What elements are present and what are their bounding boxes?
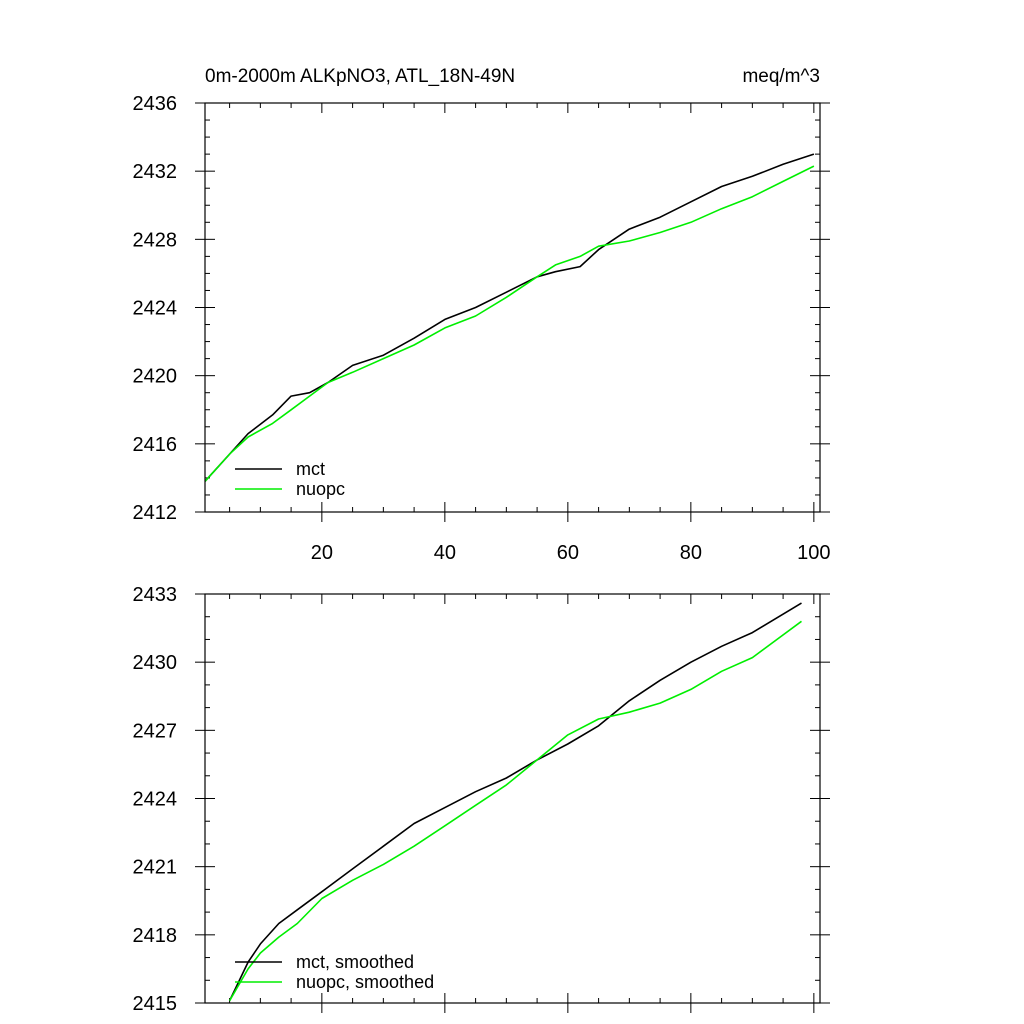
y-tick-label: 2415: [133, 993, 178, 1015]
y-tick-label: 2436: [133, 93, 178, 115]
y-tick-label: 2427: [133, 720, 178, 742]
y-tick-label: 2432: [133, 161, 178, 183]
x-tick-label: 20: [311, 542, 333, 564]
legend-label-nuopc: nuopc: [296, 479, 345, 499]
y-tick-label: 2420: [133, 366, 178, 388]
y-tick-label: 2421: [133, 857, 178, 879]
x-tick-label: 40: [434, 542, 456, 564]
panel-title-units: meq/m^3: [742, 66, 820, 87]
y-tick-label: 2424: [133, 789, 178, 811]
y-tick-label: 2418: [133, 925, 178, 947]
legend-label-mct-smoothed: mct, smoothed: [296, 952, 414, 972]
y-tick-label: 2412: [133, 502, 178, 524]
y-tick-label: 2416: [133, 434, 178, 456]
legend-label-mct: mct: [296, 459, 325, 479]
y-tick-label: 2428: [133, 229, 178, 251]
y-tick-label: 2433: [133, 584, 178, 606]
x-tick-label: 100: [797, 542, 830, 564]
x-tick-label: 60: [557, 542, 579, 564]
legend-label-nuopc-smoothed: nuopc, smoothed: [296, 972, 434, 992]
x-tick-label: 80: [680, 542, 702, 564]
panel-title-left: 0m-2000m ALKpNO3, ATL_18N-49N: [205, 66, 515, 87]
y-tick-label: 2424: [133, 298, 178, 320]
y-tick-label: 2430: [133, 652, 178, 674]
